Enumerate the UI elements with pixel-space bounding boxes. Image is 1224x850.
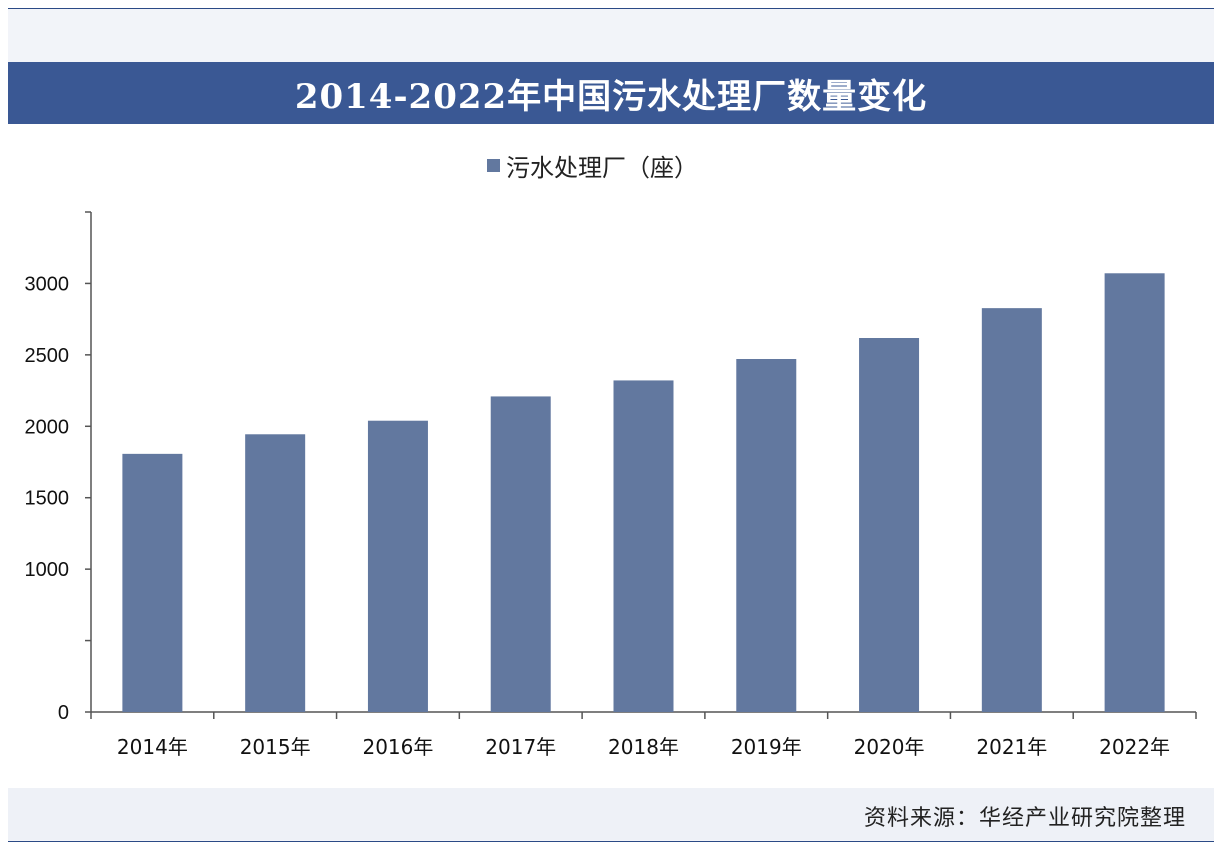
x-tick-label: 2014年 xyxy=(117,735,188,759)
legend-swatch xyxy=(487,159,500,172)
x-tick-label: 2015年 xyxy=(240,735,311,759)
bar xyxy=(490,396,551,712)
legend-label: 污水处理厂（座） xyxy=(506,154,698,182)
bar xyxy=(736,359,797,712)
x-tick-label: 2017年 xyxy=(485,735,556,759)
x-tick-label: 2016年 xyxy=(362,735,433,759)
bar xyxy=(245,434,306,712)
bar xyxy=(981,308,1042,712)
y-tick-label: 0 xyxy=(58,702,69,724)
bar xyxy=(859,338,920,712)
y-tick-label: 1000 xyxy=(25,559,70,581)
y-tick-label: 2500 xyxy=(25,345,70,367)
title-bar: 2014-2022年中国污水处理厂数量变化 xyxy=(8,62,1214,124)
x-tick-label: 2021年 xyxy=(976,735,1047,759)
x-tick-label: 2018年 xyxy=(608,735,679,759)
y-tick-label: 2000 xyxy=(25,416,70,438)
y-tick-label: 1500 xyxy=(25,488,70,510)
source-note: 资料来源：华经产业研究院整理 xyxy=(863,806,1186,831)
chart-title: 2014-2022年中国污水处理厂数量变化 xyxy=(294,76,928,117)
x-tick-label: 2019年 xyxy=(731,735,802,759)
x-tick-label: 2022年 xyxy=(1099,735,1170,759)
y-tick-label: 3000 xyxy=(25,273,70,295)
bar xyxy=(122,453,183,712)
legend: 污水处理厂（座） xyxy=(487,148,698,183)
bar xyxy=(1104,273,1165,712)
x-tick-label: 2020年 xyxy=(854,735,925,759)
bar xyxy=(613,380,674,712)
footer-bar xyxy=(8,788,1214,840)
bar xyxy=(367,420,428,712)
